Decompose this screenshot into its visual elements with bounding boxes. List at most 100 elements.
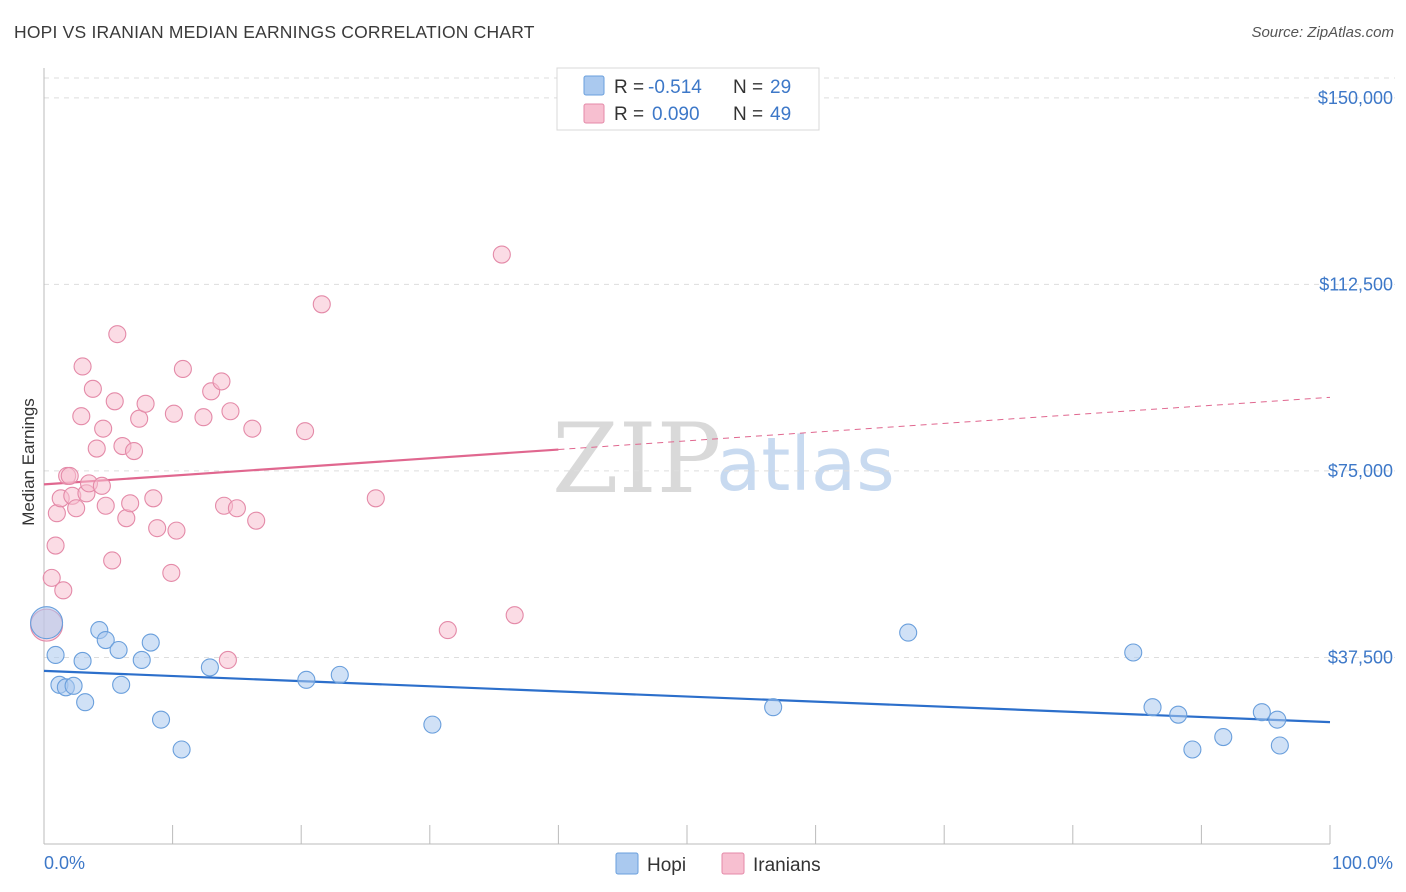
point-iranians xyxy=(164,404,183,423)
point-hopi xyxy=(73,651,92,670)
point-iranians xyxy=(136,394,155,413)
point-iranians xyxy=(221,402,240,421)
point-iranians xyxy=(144,489,163,508)
correlation-legend: R = -0.514 N = 29 R = 0.090 N = 49 xyxy=(556,67,820,131)
point-hopi xyxy=(1252,703,1271,722)
point-iranians xyxy=(103,551,122,570)
point-hopi xyxy=(1143,698,1162,717)
watermark-atlas: atlas xyxy=(716,422,895,508)
point-iranians xyxy=(83,379,102,398)
trend-line-hopi xyxy=(43,669,1331,724)
y-tick-label: $150,000 xyxy=(1318,88,1393,108)
point-iranians xyxy=(121,494,140,513)
point-iranians xyxy=(218,650,237,670)
point-iranians xyxy=(162,563,181,582)
point-hopi xyxy=(423,715,442,734)
point-iranians xyxy=(94,419,113,438)
point-hopi xyxy=(172,740,191,759)
x-tick-max: 100.0% xyxy=(1332,853,1393,873)
point-iranians xyxy=(124,441,144,461)
point-iranians xyxy=(243,419,262,438)
point-hopi xyxy=(1270,736,1289,755)
data-points xyxy=(30,245,1289,759)
point-iranians xyxy=(87,439,106,458)
point-iranians xyxy=(173,359,192,379)
point-iranians xyxy=(505,606,524,625)
legend-n-value-hopi: 29 xyxy=(770,77,791,98)
point-hopi xyxy=(1169,705,1188,724)
point-hopi xyxy=(151,710,171,729)
point-iranians xyxy=(72,407,91,426)
point-hopi xyxy=(899,623,918,642)
point-iranians xyxy=(312,295,331,314)
bottom-swatch-iranians xyxy=(721,852,745,875)
bottom-legend-hopi: Hopi xyxy=(647,855,686,876)
point-iranians xyxy=(130,409,149,428)
point-hopi xyxy=(1214,728,1233,747)
y-axis-label: Median Earnings xyxy=(19,398,38,526)
point-iranians xyxy=(148,519,167,538)
trend-line-iranians-extrapolated xyxy=(558,396,1331,451)
point-iranians xyxy=(92,476,111,495)
point-iranians xyxy=(117,509,136,528)
legend-swatch-iranians xyxy=(583,103,605,124)
point-iranians xyxy=(47,504,66,523)
point-hopi xyxy=(297,670,316,689)
legend-n-label-hopi: N = xyxy=(733,77,763,98)
trend-line-iranians xyxy=(43,448,559,486)
point-hopi xyxy=(1268,710,1287,729)
point-hopi xyxy=(112,675,131,694)
point-iranians xyxy=(194,408,213,427)
point-hopi xyxy=(132,650,151,670)
point-iranians xyxy=(438,621,457,640)
point-hopi xyxy=(30,606,64,640)
legend-r-label-hopi: R = xyxy=(614,77,644,98)
bottom-swatch-hopi xyxy=(615,852,639,875)
legend-swatch-hopi xyxy=(583,75,605,96)
y-tick-label: $112,500 xyxy=(1319,274,1393,294)
legend-n-value-iranians: 49 xyxy=(770,104,791,125)
point-hopi xyxy=(1183,740,1202,759)
point-hopi xyxy=(1124,643,1143,662)
legend-r-value-iranians: 0.090 xyxy=(652,104,700,125)
point-iranians xyxy=(227,499,246,518)
point-iranians xyxy=(105,392,124,411)
point-iranians xyxy=(366,489,385,508)
source-label: Source: ZipAtlas.com xyxy=(1251,24,1394,41)
point-iranians xyxy=(167,521,186,540)
series-legend: Hopi Iranians xyxy=(615,852,821,876)
point-hopi xyxy=(141,633,160,652)
point-hopi xyxy=(200,658,219,677)
legend-r-value-hopi: -0.514 xyxy=(648,77,702,98)
point-hopi xyxy=(764,698,783,717)
point-hopi xyxy=(64,676,83,695)
point-iranians xyxy=(54,581,73,600)
point-iranians xyxy=(67,499,86,518)
axes xyxy=(43,68,1331,845)
trend-lines xyxy=(43,396,1331,724)
point-iranians xyxy=(42,568,61,587)
point-hopi xyxy=(109,640,128,660)
legend-n-label-iranians: N = xyxy=(733,104,763,125)
point-iranians xyxy=(60,466,79,485)
point-iranians xyxy=(247,511,266,530)
legend-r-label-iranians: R = xyxy=(614,104,644,125)
x-tick-min: 0.0% xyxy=(44,853,85,873)
point-iranians xyxy=(212,372,231,391)
point-hopi xyxy=(330,665,349,684)
point-hopi xyxy=(46,645,65,665)
y-tick-label: $75,000 xyxy=(1328,461,1393,481)
grid-lines xyxy=(44,77,1395,658)
point-iranians xyxy=(73,357,92,376)
point-iranians xyxy=(46,536,65,555)
y-tick-label: $37,500 xyxy=(1328,647,1393,667)
y-tick-labels: $37,500 $75,000 $112,500 $150,000 xyxy=(1318,88,1393,668)
point-hopi xyxy=(96,631,115,650)
point-iranians xyxy=(492,245,511,264)
point-hopi xyxy=(76,693,95,712)
bottom-legend-iranians: Iranians xyxy=(753,855,821,876)
point-iranians xyxy=(108,325,127,344)
watermark-zip: ZIP xyxy=(552,403,721,515)
point-iranians xyxy=(96,496,115,515)
chart-title: HOPI VS IRANIAN MEDIAN EARNINGS CORRELAT… xyxy=(14,22,535,42)
